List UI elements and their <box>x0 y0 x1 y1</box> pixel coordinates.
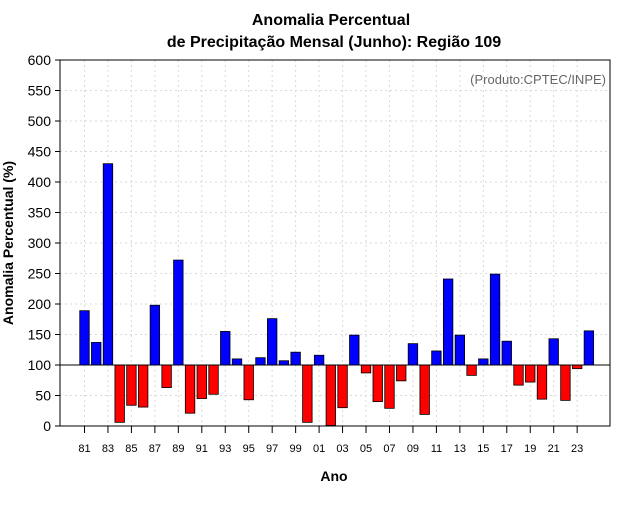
y-tick-label: 250 <box>28 266 52 282</box>
bar-93 <box>220 331 231 366</box>
bar-18 <box>513 364 524 386</box>
bar-23 <box>572 364 583 370</box>
bar-11 <box>431 350 442 366</box>
bar-01 <box>313 354 325 366</box>
x-tick-label: 01 <box>313 443 325 455</box>
bar-07 <box>384 364 395 409</box>
bar-15 <box>478 358 489 366</box>
credit-label: (Produto:CPTEC/INPE) <box>470 72 606 87</box>
y-tick-label: 50 <box>35 388 51 404</box>
chart-title-line2: de Precipitação Mensal (Junho): Região 1… <box>167 34 501 51</box>
bar-layer <box>79 163 595 426</box>
x-tick-label: 09 <box>407 443 419 455</box>
x-tick-label: 21 <box>548 443 560 455</box>
y-tick-label: 550 <box>28 83 52 99</box>
bar-88 <box>161 364 172 388</box>
bar-22 <box>560 364 571 401</box>
y-tick-label: 500 <box>28 113 52 129</box>
bar-06 <box>372 364 383 402</box>
bar-86 <box>137 364 149 408</box>
bar-03 <box>337 364 348 409</box>
bar-92 <box>208 364 219 395</box>
bar-98 <box>278 360 290 366</box>
x-tick-label: 89 <box>172 443 184 455</box>
bar-08 <box>396 364 407 382</box>
x-axis-label: Ano <box>320 468 347 484</box>
x-tick-label: 17 <box>501 443 513 455</box>
bar-94 <box>231 358 243 366</box>
bar-97 <box>267 318 278 366</box>
y-tick-label: 450 <box>28 144 52 160</box>
x-tick-label: 05 <box>360 443 372 455</box>
bar-24 <box>583 330 595 366</box>
x-tick-label: 19 <box>524 443 536 455</box>
bar-81 <box>79 310 90 366</box>
y-tick-label: 200 <box>28 296 52 312</box>
y-tick-label: 0 <box>43 418 51 434</box>
bar-16 <box>489 273 501 366</box>
x-tick-label: 15 <box>477 443 489 455</box>
bar-19 <box>525 364 536 383</box>
y-tick-label: 300 <box>28 235 52 251</box>
bar-90 <box>184 364 196 414</box>
x-axis: 81 83 85 87 89 91 93 95 97 99 01 03 05 07 09 11 13 15 17 19… <box>78 426 583 455</box>
bar-02 <box>325 364 336 426</box>
y-tick-label: 100 <box>28 357 52 373</box>
x-tick-label: 83 <box>102 443 114 455</box>
bar-85 <box>126 364 137 406</box>
x-tick-label: 81 <box>78 443 90 455</box>
x-tick-label: 13 <box>454 443 466 455</box>
bar-84 <box>114 364 125 423</box>
bar-83 <box>102 163 114 366</box>
x-tick-label: 91 <box>196 443 208 455</box>
y-axis: 0 50 100 150 200 250 300 350 400 450 500 550 600 <box>28 52 60 434</box>
bar-96 <box>255 357 266 366</box>
x-tick-label: 95 <box>243 443 255 455</box>
bar-05 <box>360 364 372 374</box>
bar-91 <box>196 364 207 399</box>
bar-89 <box>173 259 184 366</box>
y-tick-label: 600 <box>28 52 52 68</box>
bar-17 <box>501 340 512 366</box>
bar-99 <box>290 351 301 366</box>
x-tick-label: 99 <box>290 443 302 455</box>
bar-95 <box>243 364 254 401</box>
x-tick-label: 07 <box>383 443 395 455</box>
x-tick-label: 03 <box>336 443 348 455</box>
bar-14 <box>466 364 477 376</box>
bar-21 <box>548 338 559 366</box>
chart-title-line1: Anomalia Percentual <box>252 12 410 29</box>
x-tick-label: 97 <box>266 443 278 455</box>
x-tick-label: 23 <box>571 443 583 455</box>
bar-10 <box>419 364 430 415</box>
bar-87 <box>149 304 161 366</box>
bar-04 <box>349 334 360 366</box>
y-tick-label: 400 <box>28 174 52 190</box>
bar-20 <box>536 364 548 400</box>
bar-12 <box>442 278 454 366</box>
x-tick-label: 11 <box>431 443 442 455</box>
x-tick-label: 93 <box>219 443 231 455</box>
x-tick-label: 85 <box>125 443 137 455</box>
bar-00 <box>302 364 313 423</box>
bar-13 <box>454 334 466 366</box>
y-tick-label: 350 <box>28 205 52 221</box>
y-tick-label: 150 <box>28 327 52 343</box>
bar-82 <box>91 342 102 366</box>
bar-09 <box>407 343 419 366</box>
x-tick-label: 87 <box>149 443 161 455</box>
y-axis-label: Anomalia Percentual (%) <box>0 161 16 325</box>
